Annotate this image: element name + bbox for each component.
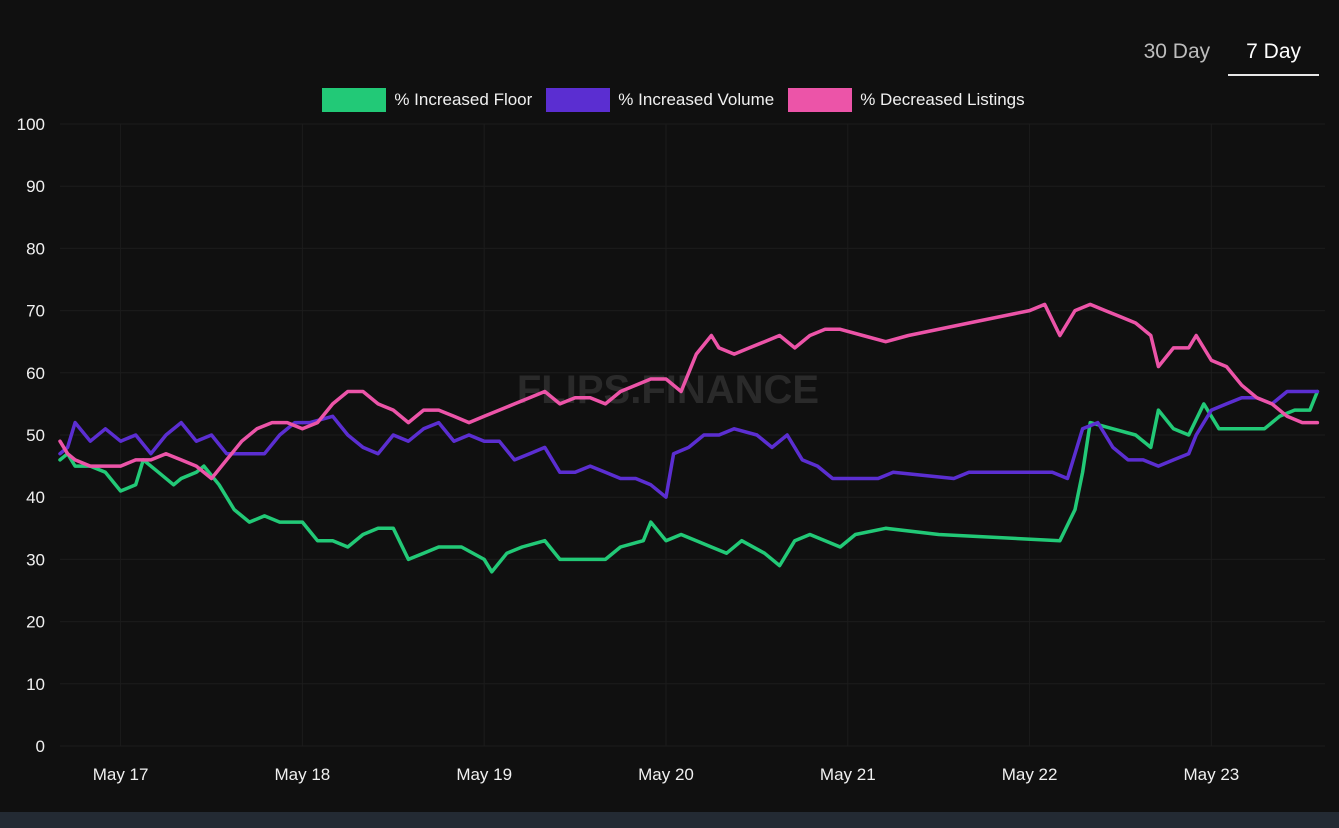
y-tick-label: 0 xyxy=(36,737,45,756)
tab-30-day[interactable]: 30 Day xyxy=(1143,40,1211,63)
series-line-increased-volume xyxy=(58,389,1320,499)
y-tick-label: 50 xyxy=(26,426,45,445)
x-tick-label: May 20 xyxy=(638,765,694,784)
series-line-increased-floor xyxy=(58,389,1320,574)
legend-swatch-increased-floor xyxy=(322,88,387,112)
legend-label-increased-floor: % Increased Floor xyxy=(394,90,533,109)
y-tick-label: 10 xyxy=(26,675,45,694)
y-tick-label: 90 xyxy=(26,177,45,196)
range-tabs: 30 Day 7 Day xyxy=(1126,36,1319,76)
x-tick-label: May 18 xyxy=(275,765,331,784)
x-tick-label: May 21 xyxy=(820,765,876,784)
y-tick-label: 40 xyxy=(26,488,45,507)
y-tick-label: 80 xyxy=(26,239,45,258)
watermark: FLIPS.FINANCE xyxy=(517,368,819,412)
series-line-decreased-listings xyxy=(58,302,1320,481)
legend-label-decreased-listings: % Decreased Listings xyxy=(860,90,1025,109)
x-tick-label: May 22 xyxy=(1002,765,1058,784)
series-lines xyxy=(58,302,1320,574)
legend-item-increased-floor[interactable]: % Increased Floor xyxy=(322,88,532,112)
y-tick-label: 20 xyxy=(26,613,45,632)
x-axis-labels: May 17 May 18 May 19 May 20 May 21 May 22 May … xyxy=(93,765,1240,784)
y-axis-labels: 0 10 20 30 40 50 60 70 80 90 100 xyxy=(17,115,45,756)
y-tick-label: 100 xyxy=(17,115,45,134)
legend-swatch-decreased-listings xyxy=(788,88,853,112)
legend-item-increased-volume[interactable]: % Increased Volume xyxy=(546,88,774,112)
y-tick-label: 60 xyxy=(26,364,45,383)
x-tick-label: May 17 xyxy=(93,765,149,784)
x-tick-label: May 19 xyxy=(456,765,512,784)
legend-item-decreased-listings[interactable]: % Decreased Listings xyxy=(788,88,1025,112)
legend-swatch-increased-volume xyxy=(546,88,611,112)
bottom-bar xyxy=(0,812,1339,828)
chart-legend: % Increased Floor % Increased Volume % D… xyxy=(0,88,1339,112)
y-tick-label: 30 xyxy=(26,550,45,569)
legend-label-increased-volume: % Increased Volume xyxy=(618,90,775,109)
tab-7-day[interactable]: 7 Day xyxy=(1228,36,1319,76)
x-tick-label: May 23 xyxy=(1184,765,1240,784)
y-tick-label: 70 xyxy=(26,302,45,321)
grid-lines xyxy=(60,123,1325,747)
